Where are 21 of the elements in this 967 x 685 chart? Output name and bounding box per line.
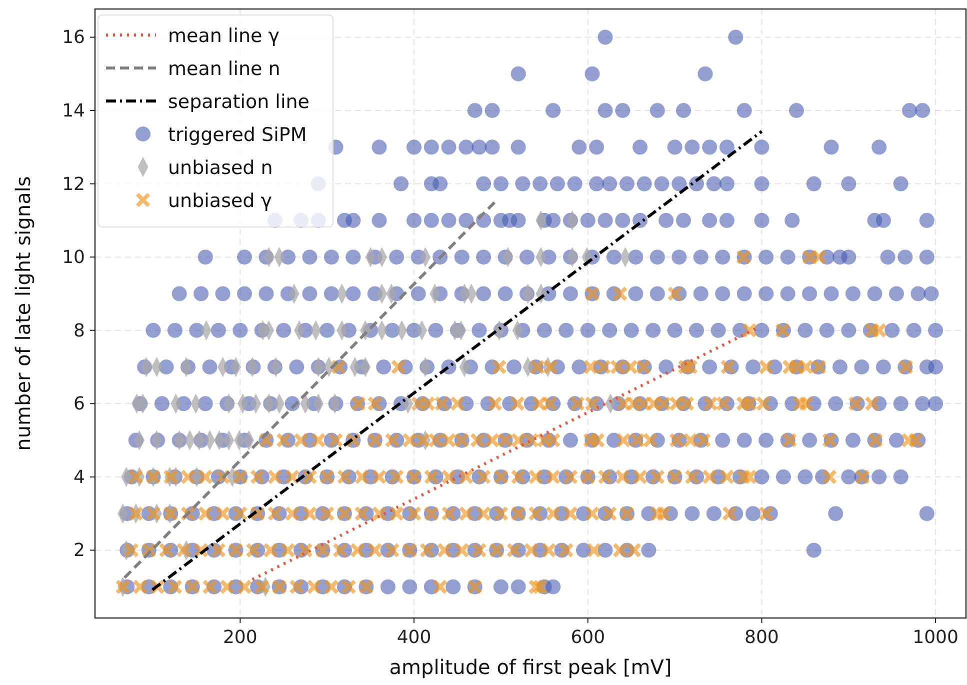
legend-label: triggered SiPM (168, 124, 307, 146)
y-axis-title: number of late light signals (11, 176, 35, 451)
legend-label: mean line n (168, 58, 280, 80)
x-tick-label: 800 (744, 627, 779, 648)
y-tick-label: 14 (62, 100, 85, 122)
x-tick-label: 400 (396, 627, 432, 648)
x-tick-label: 1000 (912, 627, 958, 648)
legend-label: unbiased n (168, 157, 273, 179)
y-tick-label: 6 (74, 394, 85, 415)
y-tick-label: 2 (74, 540, 85, 562)
y-tick-label: 8 (74, 320, 85, 342)
y-tick-label: 16 (62, 27, 85, 48)
x-tick-label: 200 (222, 627, 258, 648)
y-tick-label: 12 (62, 174, 85, 195)
legend-label: separation line (168, 91, 310, 113)
legend-label: unbiased γ (168, 190, 272, 212)
y-tick-label: 10 (62, 247, 85, 268)
x-axis-title: amplitude of first peak [mV] (389, 655, 672, 679)
x-tick-label: 600 (570, 627, 606, 648)
y-tick-label: 4 (74, 466, 85, 488)
legend-label: mean line γ (168, 25, 280, 47)
